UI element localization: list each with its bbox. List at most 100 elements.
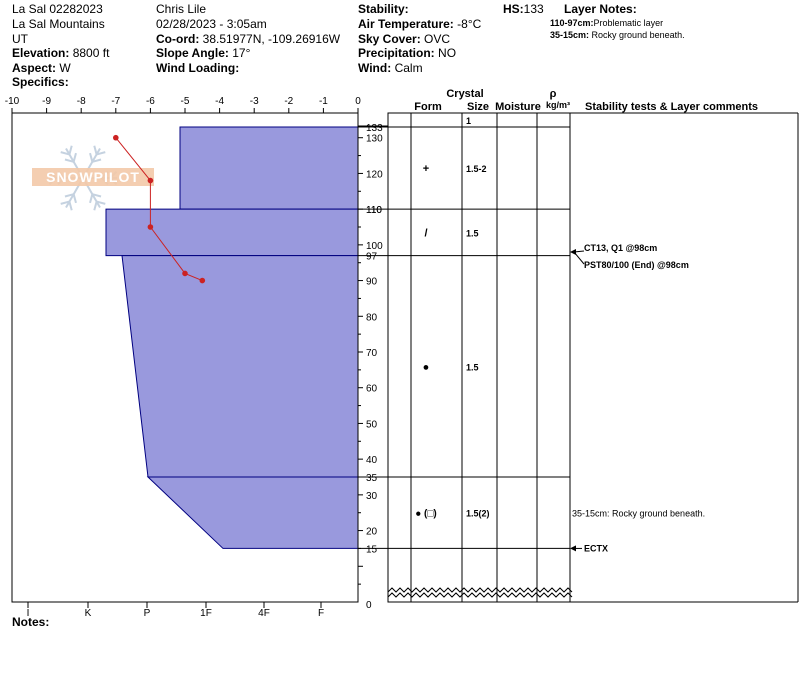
layer-note: 35-15cm: Rocky ground beneath. xyxy=(550,30,685,40)
chart-frame: -10 -9 -8 -7 -6 -5 -4 -3 -2 -1 0I K P 1F 4F F1301201101… xyxy=(5,96,383,619)
snowflake-branch xyxy=(72,193,77,204)
snowflake-branch xyxy=(60,200,70,205)
snowflake-branch xyxy=(89,152,94,163)
coordinates: Co-ord: 38.51977N, -109.26916W xyxy=(156,32,341,46)
temp-tick-label: -5 xyxy=(181,96,190,107)
layer-note: 110-97cm:Problematic layer xyxy=(550,18,664,28)
logo-text: SNOWPILOT xyxy=(46,169,140,185)
depth-tick-label: 20 xyxy=(366,527,378,538)
temp-tick-label: -7 xyxy=(111,96,120,107)
header-comments: Stability tests & Layer comments xyxy=(585,101,758,113)
sky-cover: Sky Cover: OVC xyxy=(358,32,451,46)
snowflake-branch xyxy=(68,145,73,155)
depth-tick-label: 80 xyxy=(366,312,378,323)
temp-tick-label: 0 xyxy=(355,96,361,107)
ground-zigzag xyxy=(387,587,573,593)
layer-boundary-label: 97 xyxy=(366,252,378,263)
stability: Stability: xyxy=(358,2,409,16)
header-moisture: Moisture xyxy=(495,101,541,113)
snowflake-branch xyxy=(93,145,98,155)
crystal-size: 1.5(2) xyxy=(466,509,490,519)
layer-boundary-label: 110 xyxy=(366,205,382,216)
ground-zigzag xyxy=(387,592,573,598)
snowflake-branch xyxy=(92,158,102,163)
comment-text: PST80/100 (End) @98cm xyxy=(584,260,689,270)
temperature-profile xyxy=(113,134,206,284)
comment-text: ECTX xyxy=(584,543,608,553)
datetime: 02/28/2023 - 3:05am xyxy=(156,17,267,31)
snowflake-branch xyxy=(64,158,74,163)
specifics: Specifics: xyxy=(12,75,69,89)
temp-tick-label: -10 xyxy=(5,96,20,107)
snowflake-branch xyxy=(89,193,94,204)
hardness-profile xyxy=(105,126,359,549)
temperature-point xyxy=(199,277,206,284)
depth-tick-label: 40 xyxy=(366,455,378,466)
snowflake-branch xyxy=(72,152,77,163)
temp-tick-label: -8 xyxy=(77,96,86,107)
temperature-point xyxy=(113,134,119,141)
comment-text: 35-15cm: Rocky ground beneath. xyxy=(572,509,705,519)
site-name: La Sal 02282023 xyxy=(12,2,103,16)
crystal-size: 1.5-2 xyxy=(466,164,487,174)
header-crystal: Crystal xyxy=(446,88,483,100)
depth-zero-label: 0 xyxy=(366,600,372,611)
snowflake-branch xyxy=(96,200,106,205)
snowflake-branch xyxy=(68,201,73,211)
notes-label: Notes: xyxy=(12,615,50,629)
wind-loading: Wind Loading: xyxy=(156,61,240,75)
header-form: Form xyxy=(414,101,442,113)
hardness-layer xyxy=(179,126,359,210)
temp-tick-label: -3 xyxy=(250,96,259,107)
hardness-layer xyxy=(105,208,359,257)
depth-tick-label: 90 xyxy=(366,277,378,288)
hardness-label: K xyxy=(85,608,92,619)
depth-tick-label: 120 xyxy=(366,169,383,180)
elevation: Elevation: 8800 ft xyxy=(12,46,110,60)
snowflake-branch xyxy=(92,193,102,198)
layer-notes-title: Layer Notes: xyxy=(564,2,637,16)
crystal-size: 1.5 xyxy=(466,228,479,238)
crystal-size: 1.5 xyxy=(466,362,479,372)
table-border xyxy=(387,112,571,603)
depth-tick-label: 110 xyxy=(366,205,382,216)
depth-tick-label: 60 xyxy=(366,384,378,395)
temp-tick-label: -2 xyxy=(284,96,293,107)
comment-text: CT13, Q1 @98cm xyxy=(584,243,657,253)
hardness-layer xyxy=(146,476,359,549)
layer-table: Crystal Form Size Moisture ρkg/m³ Stability t… xyxy=(358,88,799,603)
header-rho: ρ xyxy=(550,88,557,100)
wind: Wind: Calm xyxy=(358,61,423,75)
hardness-label: 1F xyxy=(200,608,212,619)
header-size: Size xyxy=(467,101,489,113)
comment-arrowhead xyxy=(570,545,576,552)
range-name: La Sal Mountains xyxy=(12,17,105,31)
comment-arrowhead xyxy=(570,249,576,255)
depth-tick-label: 50 xyxy=(366,419,378,430)
temperature-point xyxy=(147,177,154,184)
observer: Chris Lile xyxy=(156,2,207,16)
precipitation: Precipitation: NO xyxy=(358,46,457,60)
logo-banner xyxy=(32,168,154,186)
temp-tick-label: -1 xyxy=(319,96,328,107)
snowflake-branch xyxy=(93,201,98,211)
layer-boundary-label: 15 xyxy=(366,544,378,555)
depth-tick-label: 30 xyxy=(366,491,378,502)
hardness-label: 4F xyxy=(258,608,270,619)
hardness-label: I xyxy=(27,608,30,619)
hardness-label: F xyxy=(318,608,324,619)
temperature-point xyxy=(182,270,188,277)
header-density-unit: kg/m³ xyxy=(546,100,570,110)
layer-boundary-label: 133 xyxy=(366,123,383,134)
aspect: Aspect: W xyxy=(12,61,71,75)
hardness-layer xyxy=(121,255,359,478)
snowflake-branch xyxy=(64,193,74,198)
comment-arrow xyxy=(573,251,585,265)
crystal-form: ● xyxy=(423,361,430,373)
slope-angle: Slope Angle: 17° xyxy=(156,46,251,60)
air-temperature: Air Temperature: -8°C xyxy=(358,17,482,31)
crystal-form: / xyxy=(424,227,427,239)
hs: HS:133 xyxy=(503,2,544,16)
state-name: UT xyxy=(12,32,28,46)
